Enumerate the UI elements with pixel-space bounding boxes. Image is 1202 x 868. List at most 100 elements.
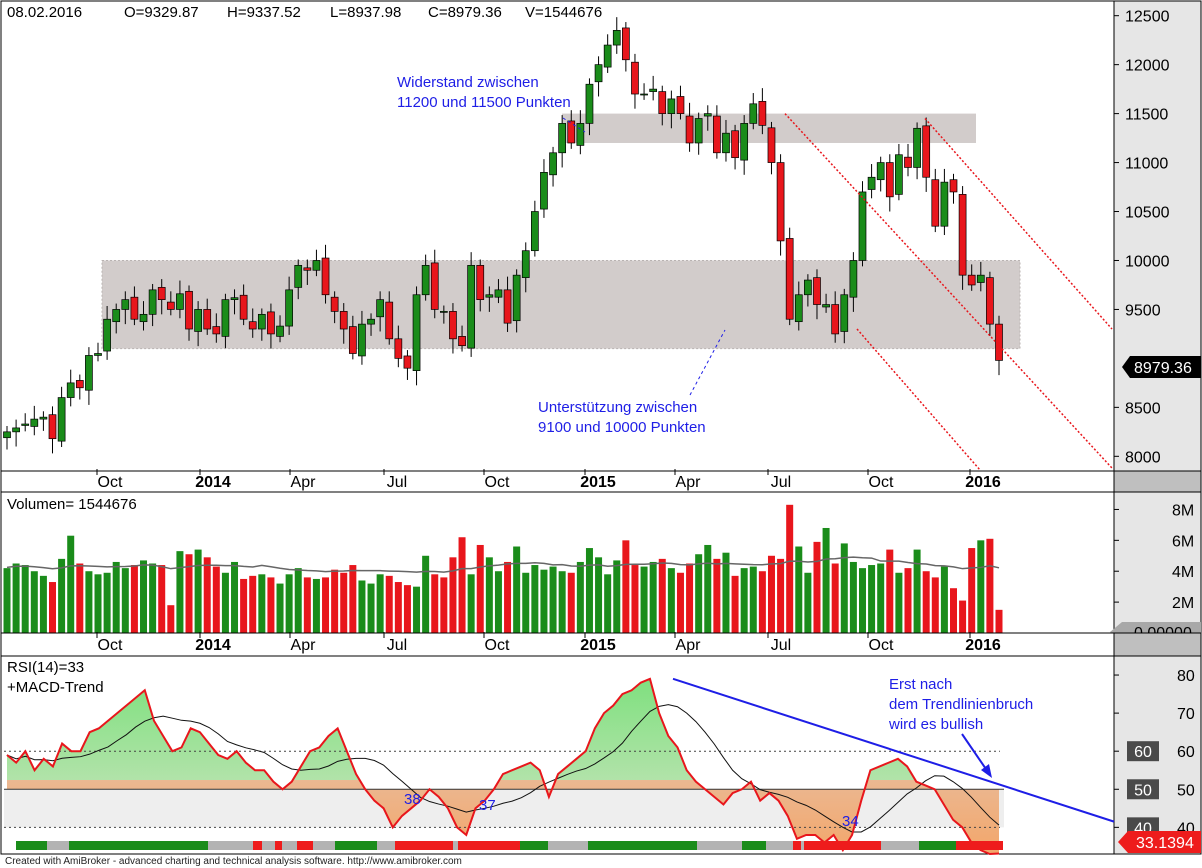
x-tick-label: Oct [485,474,510,491]
x-tick-label: Jul [771,474,791,491]
volume-bar [877,563,885,633]
candle-body [421,265,430,296]
trendline-lower [784,113,1113,469]
x-tick-label: 2016 [965,474,1001,491]
volume-bar [922,571,930,633]
candle-body [940,181,949,227]
volume-bar [767,555,775,633]
volume-bar [886,549,894,633]
volume-bar [358,580,366,633]
candle-body [713,115,721,154]
volume-bar [349,565,357,633]
volume-bar [58,558,66,633]
candle-body [358,323,366,357]
volume-bar [822,527,830,633]
candle-body [840,294,849,332]
volume-bar [130,565,138,633]
volume-bar [322,577,330,633]
volume-bar [167,605,175,633]
rsi-low-label: 34 [842,813,859,830]
volume-bar [158,565,166,633]
volume-bar [212,566,220,633]
volume-bar [12,563,20,633]
volume-bar [267,577,275,633]
volume-bar [722,552,730,633]
price-plot-area [0,0,1115,472]
resistance-pointer [562,117,586,133]
volume-bar [422,555,430,633]
x-tick-label: 2016 [965,637,1001,654]
candle-body [94,353,102,356]
candle-body [594,64,603,83]
macd-trend-segment [69,841,208,850]
macd-trend-segment [16,841,47,850]
macd-trend-segment [801,841,804,850]
candle-body [230,297,239,300]
rsi-tick-label: 60 [1177,744,1195,761]
candle-body [731,130,739,159]
volume-bar [522,572,530,633]
candle-body [640,93,648,96]
rsi-title-line2: +MACD-Trend [7,679,104,696]
rsi-low-label: 38 [404,791,421,808]
volume-bar [403,585,411,633]
candle-body [931,179,940,227]
volume-bar [813,541,821,633]
price-tick-label: 8000 [1125,449,1161,466]
candle-body [922,125,931,178]
volume-bar [858,568,866,633]
macd-trend-segment [275,841,282,850]
candle-body [30,418,39,427]
candle-body [804,279,812,296]
rsi-fill-above-50 [7,678,916,780]
rsi-title-line1: RSI(14)=33 [7,659,84,676]
x-axis-volume: Oct 2014 Apr Jul Oct 2015 Apr Jul Oct 2016 [0,632,1202,657]
macd-trend-segment [47,841,69,850]
volume-bar [959,600,967,633]
resistance-annotation-line2: 11200 und 11500 Punkten [397,94,571,111]
volume-bar [576,561,584,633]
candle-body [12,427,20,433]
rsi-last-label: 33.1394 [1136,835,1194,852]
volume-tick-label: 8M [1172,502,1194,519]
macd-trend-segment [881,841,919,850]
volume-bar [194,549,202,633]
volume-bar [977,540,985,633]
candle-body [631,61,639,95]
volume-bar [331,569,339,633]
volume-bar [140,560,148,633]
x-tick-label: Oct [98,637,123,654]
rsi-level-box [1127,779,1159,800]
volume-bar [103,572,111,633]
candle-body [876,162,885,181]
candle-body [531,211,539,252]
candle-body [85,355,93,391]
volume-bar [485,557,493,633]
support-annotation-line2: 9100 und 10000 Punkten [538,419,706,436]
volume-bar [149,563,157,633]
x-axis-corner [1113,470,1202,493]
candle-body [540,172,548,210]
candle-body [949,179,958,193]
candle-body [476,265,485,300]
candle-body [449,311,457,340]
support-pointer [689,329,726,396]
candle-body [48,414,57,440]
macd-trend-segment [282,841,297,850]
volume-bar [640,566,648,633]
price-tick-label: 12500 [1125,9,1170,26]
volume-bar [558,571,566,633]
price-tick-label: 10000 [1125,253,1170,270]
candle-body [239,294,248,320]
candle-body [75,380,84,389]
x-axis-strip-2 [0,632,1115,657]
x-tick-label: Jul [771,637,791,654]
candle-body [503,289,512,324]
candle-body [185,290,193,330]
volume-tick-label: 4M [1172,564,1194,581]
support-zone [101,259,1021,350]
volume-bar [695,554,703,633]
candle-body [904,156,912,168]
